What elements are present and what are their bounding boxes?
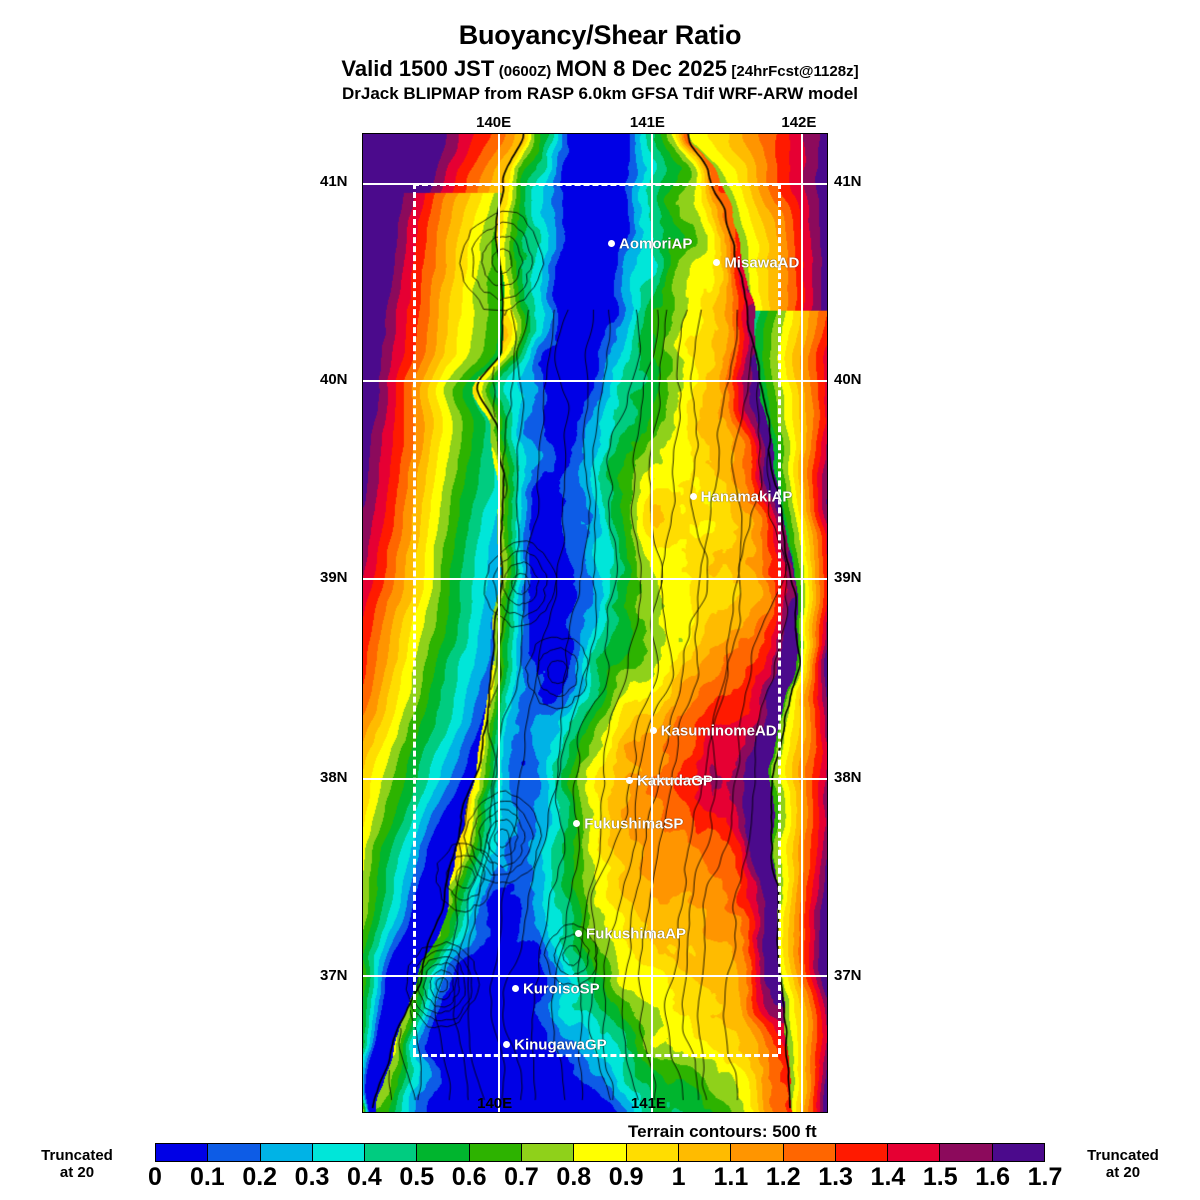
station-dot-icon	[575, 930, 583, 937]
station-dot-icon	[607, 239, 615, 247]
color-scale-segment	[156, 1144, 209, 1161]
color-scale-segment	[626, 1144, 679, 1161]
color-scale[interactable]	[155, 1143, 1045, 1162]
station-dot-icon	[689, 492, 697, 500]
color-scale-segment	[469, 1144, 523, 1161]
valid-date: MON 8 Dec 2025	[555, 56, 727, 81]
lon-tick-label-bottom: 141E	[630, 1095, 666, 1113]
color-scale-segment	[312, 1144, 366, 1161]
color-scale-tick-label: 1.4	[870, 1163, 906, 1191]
lat-tick-label-left: 38N	[320, 768, 348, 786]
truncated-right-line1: Truncated	[1087, 1147, 1159, 1164]
domain-box-edge-v	[778, 182, 782, 1055]
color-scale-tick-label: 1.2	[765, 1163, 801, 1191]
graticule-line-lon	[497, 134, 500, 1112]
domain-box-edge-v	[413, 182, 417, 1055]
color-scale-segment	[992, 1144, 1045, 1161]
color-scale-segment	[940, 1144, 993, 1161]
forecast-raster	[363, 134, 827, 1112]
color-scale-segment	[208, 1144, 261, 1161]
color-scale-segment	[417, 1144, 470, 1161]
color-scale-segment	[260, 1144, 313, 1161]
color-scale-tick-label: 1.6	[975, 1163, 1011, 1191]
graticule-line-lat	[363, 975, 827, 978]
valid-time-utc: (0600Z)	[498, 63, 552, 80]
lat-tick-label-right: 38N	[834, 768, 862, 786]
station-dot-icon	[626, 777, 634, 785]
lat-tick-label-left: 41N	[320, 173, 348, 190]
color-scale-tick-label: 0.5	[399, 1163, 435, 1191]
map-plot-area[interactable]: AomoriAP MisawaAD HanamakiAP KasuminomeAD Ka…	[362, 133, 828, 1113]
station-label: AomoriAP	[618, 235, 693, 253]
color-scale-tick-label: 0.6	[451, 1163, 487, 1191]
color-scale-segment	[835, 1144, 889, 1161]
forecast-tag: [24hrFcst@1128z]	[731, 63, 859, 80]
domain-box-edge-h	[413, 182, 779, 186]
color-scale-tick-label: 0.2	[242, 1163, 278, 1191]
station-label: KasuminomeAD	[660, 722, 777, 740]
color-scale-tick-label: 1.3	[818, 1163, 853, 1191]
lon-tick-label-top: 141E	[629, 114, 665, 131]
graticule-line-lat	[363, 777, 827, 780]
color-scale-segment	[574, 1144, 627, 1161]
lat-tick-label-right: 40N	[834, 370, 862, 388]
truncated-note-right: Truncated at 20	[1068, 1147, 1178, 1182]
color-scale-tick-label: 0.7	[504, 1163, 539, 1191]
station-label: HanamakiAP	[700, 488, 793, 506]
domain-box-edge-h	[413, 1054, 779, 1058]
lat-tick-label-right: 39N	[834, 568, 862, 586]
station-label: FukushimaAP	[586, 925, 687, 943]
color-scale-segment	[783, 1144, 836, 1161]
lon-tick-label-top: 142E	[781, 114, 817, 131]
station-dot-icon	[573, 820, 581, 828]
station-label: KakudaGP	[637, 772, 713, 790]
color-scale-segment	[365, 1144, 418, 1161]
valid-time-line: Valid 1500 JST (0600Z) MON 8 Dec 2025 [2…	[0, 56, 1200, 82]
lat-tick-label-right: 37N	[834, 966, 862, 984]
color-scale-tick-label: 0.9	[608, 1163, 644, 1191]
station-dot-icon	[503, 1040, 511, 1048]
color-scale-tick-label: 0.4	[347, 1163, 382, 1191]
lon-tick-label-top: 140E	[476, 114, 512, 131]
station-label: FukushimaSP	[584, 815, 684, 833]
station-label: KinugawaGP	[514, 1036, 607, 1054]
color-scale-tick-label: 1.5	[922, 1163, 958, 1191]
valid-time-local: Valid 1500 JST	[341, 56, 495, 81]
truncated-left-line1: Truncated	[41, 1147, 113, 1164]
graticule-line-lon	[801, 134, 804, 1112]
color-scale-segment	[888, 1144, 941, 1161]
station-label: MisawaAD	[724, 254, 800, 272]
lon-tick-label-bottom: 140E	[477, 1095, 513, 1113]
truncated-left-line2: at 20	[59, 1164, 95, 1182]
color-scale-tick-label: 1	[671, 1163, 686, 1191]
color-scale-tick-label: 0.1	[189, 1163, 225, 1191]
lat-tick-label-right: 41N	[834, 173, 862, 190]
lat-tick-label-left: 37N	[320, 966, 348, 984]
page-title: Buoyancy/Shear Ratio	[458, 20, 742, 50]
lat-tick-label-left: 40N	[320, 370, 348, 388]
color-scale-tick-label: 0.8	[556, 1163, 592, 1191]
truncated-note-left: Truncated at 20	[22, 1147, 132, 1182]
color-scale-tick-label: 1.7	[1027, 1163, 1063, 1191]
graticule-line-lat	[363, 380, 827, 383]
graticule-line-lon	[650, 134, 653, 1112]
color-scale-segment	[522, 1144, 575, 1161]
color-scale-segment	[731, 1144, 784, 1161]
station-dot-icon	[649, 726, 657, 734]
color-scale-tick-label: 0.3	[294, 1163, 330, 1191]
station-label: KuroisoSP	[522, 980, 600, 998]
graticule-line-lat	[363, 578, 827, 580]
color-scale-tick-label: 1.1	[713, 1163, 749, 1191]
station-dot-icon	[511, 984, 519, 992]
station-dot-icon	[713, 259, 721, 267]
lat-tick-label-left: 39N	[320, 568, 348, 586]
color-scale-ticks: 0 0.1 0.2 0.3 0.4 0.5 0.6 0.7 0.8 0.9 1 1.1 1.2 1.3 1.…	[148, 1163, 1062, 1193]
model-description: DrJack BLIPMAP from RASP 6.0km GFSA Tdif…	[341, 84, 859, 103]
terrain-contour-note: Terrain contours: 500 ft	[628, 1122, 817, 1141]
color-scale-tick-label: 0	[148, 1163, 162, 1191]
color-scale-segment	[678, 1144, 732, 1161]
truncated-right-line2: at 20	[1105, 1164, 1141, 1182]
